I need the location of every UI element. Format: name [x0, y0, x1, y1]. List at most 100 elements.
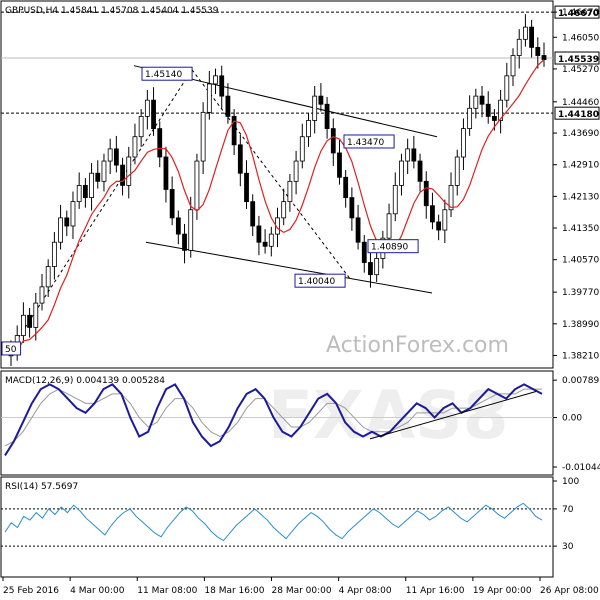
- level-box: [554, 106, 600, 120]
- price-tick-label: 1.46050: [562, 33, 599, 43]
- candle-body: [237, 144, 243, 174]
- macd-tick-label: 0.00: [562, 414, 582, 424]
- candle-body: [256, 225, 262, 243]
- candle-body: [324, 103, 330, 129]
- time-tick-label: 19 Apr 00:00: [473, 586, 532, 596]
- candle-body: [33, 302, 39, 328]
- candle-body: [374, 258, 380, 276]
- rsi-label: RSI(14) 57.5697: [5, 482, 78, 492]
- price-tick-label: 1.39770: [562, 288, 599, 298]
- candle-body: [262, 241, 268, 247]
- annotation-box: [367, 239, 419, 254]
- current-price-box: [554, 51, 600, 65]
- candle-body: [399, 160, 404, 186]
- level-label: 1.46670: [558, 9, 599, 19]
- candle-body: [51, 241, 57, 267]
- price-axis: 1.46670 1.46050 1.45270 1.44460 1.43690 1.429…: [553, 8, 599, 361]
- candle-body: [386, 213, 392, 239]
- candle-body: [27, 314, 32, 328]
- candle-body: [343, 176, 349, 198]
- candle-body: [20, 314, 26, 336]
- annotation-label: 1.40040: [298, 277, 335, 287]
- macd-trendline: [369, 391, 537, 440]
- dashed-trendline-down: [191, 69, 351, 280]
- time-tick-label: 18 Mar 16:00: [204, 586, 264, 596]
- price-tick-label: 1.42130: [562, 192, 599, 202]
- candle-body: [423, 180, 429, 207]
- candle-body: [39, 286, 45, 304]
- candle-body: [299, 136, 305, 162]
- candle-body: [151, 99, 156, 129]
- moving-average-line: [10, 59, 545, 357]
- candle-body: [194, 160, 200, 211]
- candle-body: [268, 233, 274, 247]
- annotation-label: 50: [5, 345, 17, 355]
- candle-body: [182, 233, 187, 251]
- candle-body: [411, 148, 417, 162]
- candle-body: [138, 116, 144, 138]
- price-tick-label: 1.41350: [562, 224, 599, 234]
- candle-body: [157, 128, 163, 158]
- candle-body: [442, 209, 448, 231]
- candle-body: [95, 172, 101, 182]
- candles: [8, 14, 547, 366]
- candle-body: [479, 95, 485, 105]
- time-axis: 25 Feb 2016 4 Mar 00:00 11 Mar 08:00 18 Mar…: [2, 577, 599, 596]
- annotation-label: 1.45140: [145, 70, 182, 80]
- annotation-box: [343, 134, 395, 149]
- candle-body: [510, 55, 516, 77]
- channel-lower-line: [145, 241, 433, 294]
- watermark-actionforex: ActionForex.com: [326, 333, 509, 358]
- candle-body: [337, 152, 342, 178]
- candle-body: [200, 111, 206, 162]
- time-tick-label: 4 Mar 00:00: [70, 586, 125, 596]
- rsi-tick-label: 100: [562, 477, 579, 487]
- price-tick-label: 1.45270: [562, 65, 599, 75]
- candle-body: [163, 156, 169, 190]
- candle-body: [213, 75, 218, 85]
- level-label: 1.44180: [558, 110, 599, 120]
- candle-body: [287, 180, 293, 203]
- candle-body: [535, 47, 541, 56]
- annotation-label: 1.43470: [347, 138, 384, 148]
- macd-tick-label: 0.007898: [562, 376, 600, 386]
- candle-body: [541, 55, 547, 60]
- rsi-line: [4, 502, 543, 542]
- price-panel-frame: [0, 0, 554, 369]
- candle-body: [206, 83, 212, 113]
- price-tick-label: 1.44460: [562, 98, 599, 108]
- price-tick-label: 1.43690: [562, 129, 599, 139]
- candle-body: [120, 164, 125, 186]
- candle-body: [523, 26, 528, 40]
- candle-body: [144, 99, 150, 117]
- annotation-box: [141, 66, 193, 81]
- candle-body: [330, 128, 336, 154]
- macd-tick-label: -0.010449: [562, 463, 600, 473]
- candle-body: [244, 172, 249, 203]
- rsi-tick-label: 70: [562, 505, 574, 515]
- candle-body: [293, 160, 299, 182]
- rsi-lines: 100 70 30: [1, 477, 579, 552]
- time-tick-label: 28 Mar 00:00: [272, 586, 332, 596]
- time-tick-label: 25 Feb 2016: [3, 586, 59, 596]
- candle-body: [355, 217, 361, 243]
- candle-body: [250, 201, 256, 227]
- candle-body: [405, 148, 411, 162]
- candle-body: [467, 107, 473, 129]
- candle-body: [430, 205, 435, 223]
- candle-body: [281, 201, 287, 219]
- dashed-trendline-up: [11, 69, 193, 349]
- candle-body: [76, 185, 82, 203]
- rsi-panel-frame: [0, 476, 554, 578]
- horizontal-levels: 1.46670 1.44180 1.45539: [1, 5, 600, 120]
- macd-label: MACD(12,26,9) 0.004139 0.005284: [5, 376, 165, 386]
- candle-body: [312, 95, 318, 121]
- candle-body: [219, 75, 225, 97]
- current-price-label: 1.45539: [558, 55, 599, 65]
- candle-body: [306, 120, 311, 138]
- time-tick-label: 4 Apr 08:00: [339, 586, 392, 596]
- annotation-label: 1.40890: [371, 243, 408, 253]
- macd-main-line: [4, 383, 543, 456]
- candle-body: [417, 160, 423, 182]
